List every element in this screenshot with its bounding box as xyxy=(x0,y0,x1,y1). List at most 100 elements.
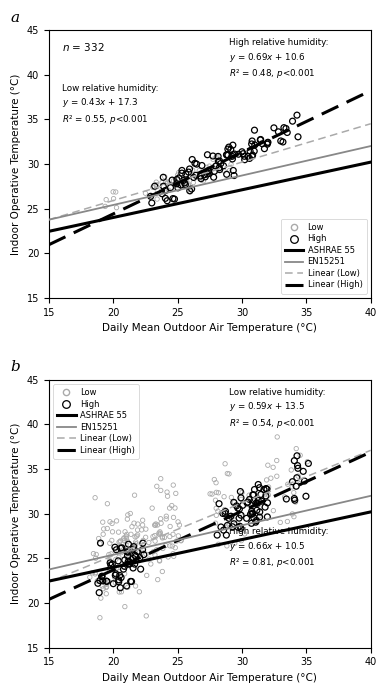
Point xyxy=(214,151,220,162)
Point xyxy=(132,580,139,591)
Point xyxy=(90,548,97,559)
Point xyxy=(253,514,260,525)
Point xyxy=(218,158,224,169)
Point xyxy=(258,134,264,145)
Point xyxy=(107,516,113,527)
Point xyxy=(249,506,255,517)
Point xyxy=(239,500,246,511)
Point xyxy=(249,509,255,520)
Point xyxy=(241,151,248,162)
Point xyxy=(205,166,211,177)
Point xyxy=(135,525,141,536)
Point xyxy=(123,580,130,591)
Point xyxy=(295,471,301,482)
Point xyxy=(112,572,118,583)
Point xyxy=(236,149,242,160)
Point xyxy=(125,547,132,558)
Point xyxy=(173,488,179,499)
Point xyxy=(236,504,242,515)
X-axis label: Daily Mean Outdoor Air Temperature (°C): Daily Mean Outdoor Air Temperature (°C) xyxy=(102,673,317,683)
Point xyxy=(228,511,234,522)
Point xyxy=(303,491,309,502)
Point xyxy=(292,495,298,506)
Point xyxy=(159,532,166,543)
Point xyxy=(98,593,104,604)
Point xyxy=(249,135,255,146)
Point xyxy=(104,498,111,509)
Point xyxy=(133,551,139,562)
Point xyxy=(225,150,231,161)
Point xyxy=(116,575,122,586)
Point xyxy=(215,156,222,167)
Point xyxy=(256,482,263,493)
Point xyxy=(152,530,158,541)
Point xyxy=(100,516,106,527)
Point xyxy=(248,503,255,514)
Point xyxy=(224,149,230,160)
Point xyxy=(234,500,240,511)
Point xyxy=(291,511,297,522)
Point xyxy=(248,509,254,520)
Point xyxy=(251,484,258,495)
Point xyxy=(210,154,216,165)
Point xyxy=(300,466,307,477)
Text: Low relative humidity:
$y$ = 0.43$x$ + 17.3
$R$² = 0.55, $p$<0.001: Low relative humidity: $y$ = 0.43$x$ + 1… xyxy=(62,83,158,126)
Point xyxy=(242,154,248,165)
Point xyxy=(162,185,168,196)
Point xyxy=(192,158,198,169)
Point xyxy=(125,509,131,520)
Point xyxy=(256,507,263,518)
Point xyxy=(142,532,149,543)
Point xyxy=(199,160,205,171)
Point xyxy=(171,551,177,562)
Point xyxy=(257,135,263,146)
Point xyxy=(249,149,256,160)
Point xyxy=(139,525,145,536)
Point xyxy=(190,177,196,188)
Point xyxy=(152,550,158,561)
Point xyxy=(187,163,193,174)
Point xyxy=(259,138,265,149)
Point xyxy=(218,521,224,532)
Point xyxy=(297,478,303,489)
Point xyxy=(176,520,182,531)
Point xyxy=(221,165,227,176)
Point xyxy=(154,185,160,196)
Point xyxy=(262,489,268,500)
Point xyxy=(264,139,270,150)
Point xyxy=(263,483,269,494)
Point xyxy=(274,455,280,466)
Point xyxy=(249,507,256,518)
Point xyxy=(231,518,237,530)
Point xyxy=(291,487,297,498)
Point xyxy=(213,160,219,171)
Point xyxy=(223,530,229,541)
Point xyxy=(117,570,123,581)
Point xyxy=(146,554,152,565)
Point xyxy=(152,520,158,531)
Text: High relative humidity:
$y$ = 0.66$x$ + 10.5
$R$² = 0.81, $p$<0.001: High relative humidity: $y$ = 0.66$x$ + … xyxy=(229,527,329,569)
Point xyxy=(171,194,178,205)
Point xyxy=(176,173,182,184)
Point xyxy=(223,169,230,180)
Point xyxy=(185,180,192,192)
Point xyxy=(130,543,136,555)
Point xyxy=(153,181,159,192)
Point xyxy=(104,582,110,593)
Point xyxy=(284,127,290,138)
Point xyxy=(182,178,188,189)
Point xyxy=(237,508,243,519)
Point xyxy=(172,502,178,514)
Point xyxy=(253,498,259,509)
Point xyxy=(226,468,232,480)
Point xyxy=(283,123,289,134)
Point xyxy=(163,514,169,525)
Point xyxy=(226,142,232,153)
Point xyxy=(147,191,154,202)
Text: a: a xyxy=(10,10,19,24)
Point xyxy=(238,494,244,505)
Point xyxy=(229,153,236,164)
Point xyxy=(221,491,227,502)
Point xyxy=(112,570,118,581)
Point xyxy=(244,498,250,509)
